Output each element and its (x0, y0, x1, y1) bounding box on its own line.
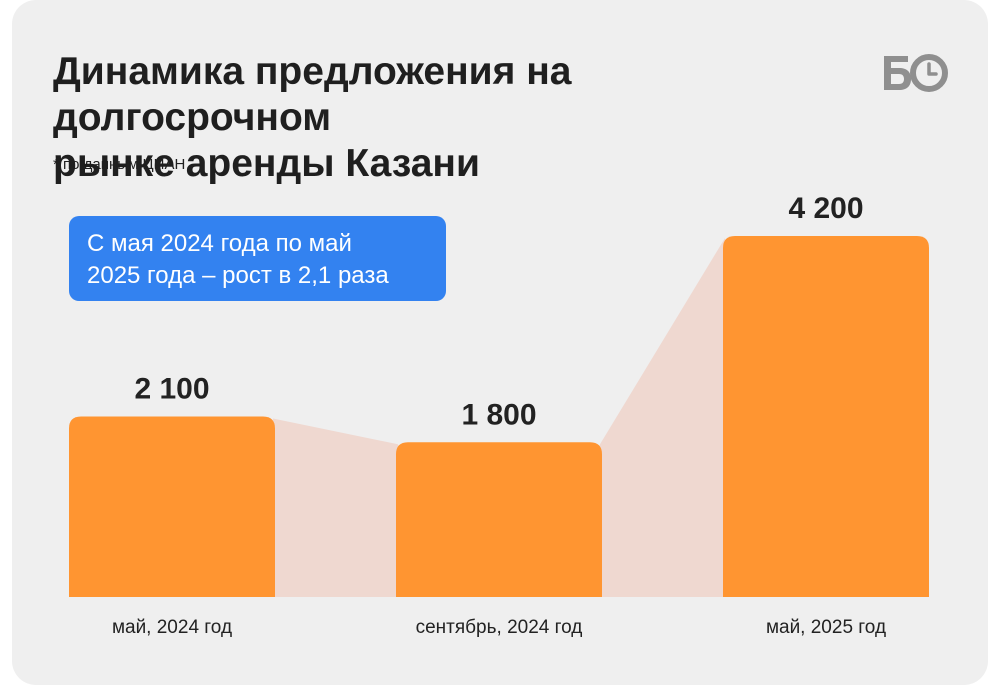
category-label-1: май, 2024 год (112, 617, 232, 638)
bar-connector-2 (600, 238, 725, 597)
callout-line1: С мая 2024 года по май (87, 230, 352, 257)
bar-connector-1 (273, 418, 398, 597)
chart-title-line2: рынке аренды Казани (53, 142, 480, 185)
bar-2 (396, 442, 602, 597)
value-label-1: 2 100 (134, 373, 209, 406)
chart-card: Динамика предложения на долгосрочном рын… (12, 0, 988, 685)
bar-1 (69, 416, 275, 597)
value-label-3: 4 200 (788, 192, 863, 225)
callout-line2: 2025 года – рост в 2,1 раза (87, 262, 389, 289)
bo-logo-graphic (884, 54, 948, 92)
chart-title: Динамика предложения на долгосрочном рын… (53, 49, 853, 187)
growth-callout: С мая 2024 года по май 2025 года – рост … (69, 216, 446, 301)
chart-title-line1: Динамика предложения на долгосрочном (53, 50, 572, 139)
bar-chart: 2 100 1 800 4 200 май, 2024 год сентябрь, 20… (69, 192, 929, 638)
category-label-3: май, 2025 год (766, 617, 886, 638)
bar-3 (723, 236, 929, 597)
source-note: * по данным ЦИАН (53, 156, 186, 173)
category-label-2: сентябрь, 2024 год (416, 617, 583, 638)
value-label-2: 1 800 (461, 398, 536, 431)
bo-logo-icon: БО (881, 53, 949, 93)
